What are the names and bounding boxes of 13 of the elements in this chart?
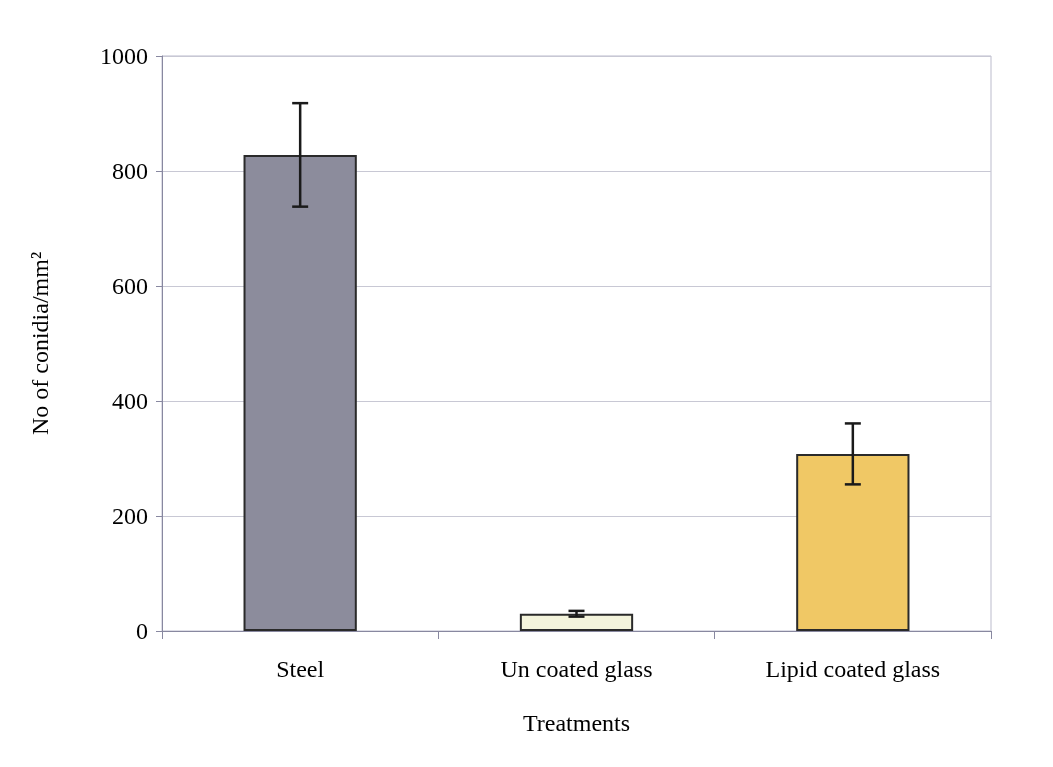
x-tick-label: Un coated glass bbox=[500, 656, 653, 682]
bar bbox=[519, 613, 634, 631]
y-tick-label: 800 bbox=[112, 158, 148, 184]
y-tick-label: 200 bbox=[112, 503, 148, 529]
x-tick-label: Lipid coated glass bbox=[765, 656, 941, 682]
y-tick-label: 0 bbox=[136, 618, 148, 644]
y-tick-label: 400 bbox=[112, 388, 148, 414]
y-axis-title: No of conidia/mm² bbox=[27, 251, 53, 436]
x-axis-title: Treatments bbox=[522, 710, 631, 736]
y-tick-label: 1000 bbox=[100, 43, 148, 69]
x-tick-label: Steel bbox=[276, 656, 325, 682]
bar bbox=[796, 453, 910, 631]
y-tick-label: 600 bbox=[112, 273, 148, 299]
